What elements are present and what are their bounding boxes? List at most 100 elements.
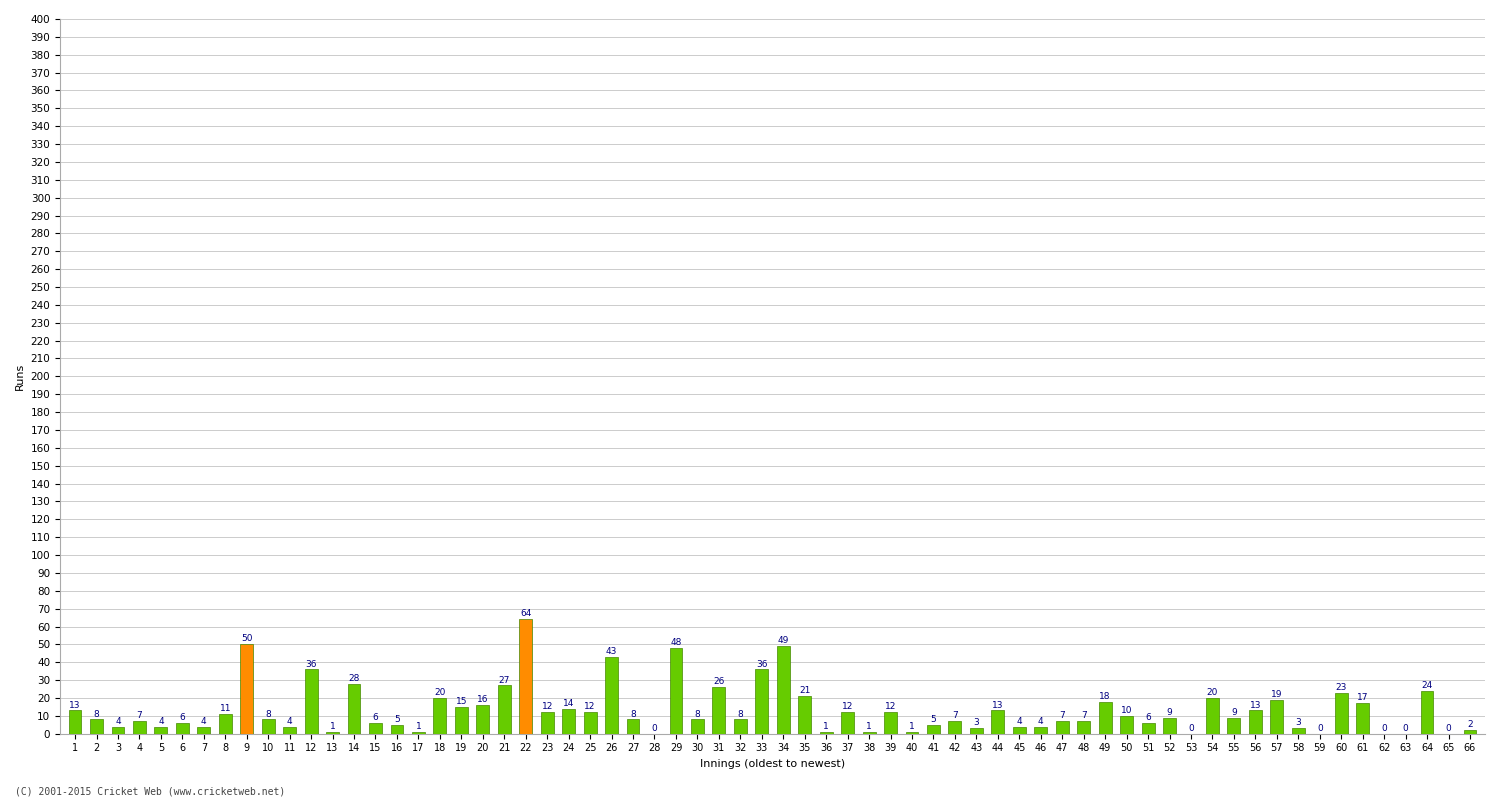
Text: 4: 4 <box>116 717 122 726</box>
Bar <box>562 709 574 734</box>
Text: 15: 15 <box>456 697 466 706</box>
Text: 21: 21 <box>800 686 810 695</box>
Text: 8: 8 <box>266 710 272 718</box>
Bar <box>992 710 1005 734</box>
Bar <box>819 732 833 734</box>
Text: 16: 16 <box>477 695 489 704</box>
Bar <box>540 712 554 734</box>
Text: 10: 10 <box>1120 706 1132 715</box>
Text: 12: 12 <box>885 702 896 711</box>
Bar <box>326 732 339 734</box>
Bar <box>798 696 812 734</box>
Bar <box>948 722 962 734</box>
Bar <box>927 725 940 734</box>
Bar <box>519 619 532 734</box>
Text: 24: 24 <box>1422 681 1432 690</box>
Bar <box>584 712 597 734</box>
Bar <box>970 728 982 734</box>
Bar <box>454 707 468 734</box>
Bar <box>413 732 424 734</box>
Bar <box>1420 691 1434 734</box>
Bar <box>1035 726 1047 734</box>
Text: 19: 19 <box>1270 690 1282 699</box>
Bar <box>219 714 231 734</box>
Text: 5: 5 <box>394 715 400 724</box>
Bar <box>369 723 382 734</box>
Text: 14: 14 <box>562 699 574 708</box>
Text: 1: 1 <box>330 722 336 731</box>
Text: 27: 27 <box>498 675 510 685</box>
Text: 0: 0 <box>1402 724 1408 733</box>
Bar <box>111 726 125 734</box>
Bar <box>1077 722 1090 734</box>
Bar <box>154 726 168 734</box>
Bar <box>262 719 274 734</box>
Text: 12: 12 <box>542 702 554 711</box>
Bar <box>90 719 104 734</box>
Text: 50: 50 <box>242 634 252 643</box>
Text: 4: 4 <box>201 717 207 726</box>
Bar <box>69 710 81 734</box>
Bar <box>906 732 918 734</box>
Text: 3: 3 <box>1296 718 1300 727</box>
Bar <box>604 657 618 734</box>
Text: 11: 11 <box>219 704 231 713</box>
Text: 0: 0 <box>651 724 657 733</box>
Bar <box>862 732 876 734</box>
Text: 0: 0 <box>1446 724 1452 733</box>
Bar <box>1056 722 1068 734</box>
Text: 4: 4 <box>286 717 292 726</box>
Text: 4: 4 <box>1038 717 1044 726</box>
Text: 8: 8 <box>694 710 700 718</box>
Text: 17: 17 <box>1358 694 1368 702</box>
X-axis label: Innings (oldest to newest): Innings (oldest to newest) <box>700 759 844 769</box>
Text: 28: 28 <box>348 674 360 682</box>
Bar <box>1120 716 1132 734</box>
Text: (C) 2001-2015 Cricket Web (www.cricketweb.net): (C) 2001-2015 Cricket Web (www.cricketwe… <box>15 786 285 796</box>
Text: 12: 12 <box>585 702 596 711</box>
Text: 13: 13 <box>1250 701 1262 710</box>
Bar <box>498 686 510 734</box>
Bar <box>777 646 789 734</box>
Bar <box>712 687 726 734</box>
Bar <box>1013 726 1026 734</box>
Bar <box>1098 702 1112 734</box>
Text: 7: 7 <box>952 711 958 720</box>
Text: 36: 36 <box>756 659 768 669</box>
Text: 8: 8 <box>93 710 99 718</box>
Bar <box>284 726 296 734</box>
Text: 0: 0 <box>1317 724 1323 733</box>
Text: 3: 3 <box>974 718 980 727</box>
Bar <box>1162 718 1176 734</box>
Bar <box>1227 718 1240 734</box>
Text: 64: 64 <box>520 610 531 618</box>
Bar <box>627 719 639 734</box>
Text: 23: 23 <box>1335 682 1347 692</box>
Text: 12: 12 <box>842 702 854 711</box>
Text: 0: 0 <box>1188 724 1194 733</box>
Text: 0: 0 <box>1382 724 1388 733</box>
Text: 1: 1 <box>909 722 915 731</box>
Bar <box>842 712 854 734</box>
Text: 26: 26 <box>712 678 724 686</box>
Bar <box>304 670 318 734</box>
Bar <box>240 644 254 734</box>
Bar <box>1206 698 1219 734</box>
Text: 43: 43 <box>606 647 616 656</box>
Text: 6: 6 <box>1144 713 1150 722</box>
Text: 8: 8 <box>630 710 636 718</box>
Bar <box>477 705 489 734</box>
Text: 4: 4 <box>1017 717 1022 726</box>
Bar <box>1464 730 1476 734</box>
Text: 7: 7 <box>1059 711 1065 720</box>
Text: 7: 7 <box>136 711 142 720</box>
Bar <box>1292 728 1305 734</box>
Bar <box>176 723 189 734</box>
Y-axis label: Runs: Runs <box>15 362 26 390</box>
Text: 13: 13 <box>992 701 1004 710</box>
Bar <box>1270 700 1284 734</box>
Text: 2: 2 <box>1467 720 1473 730</box>
Text: 6: 6 <box>180 713 184 722</box>
Text: 18: 18 <box>1100 692 1112 701</box>
Text: 1: 1 <box>416 722 422 731</box>
